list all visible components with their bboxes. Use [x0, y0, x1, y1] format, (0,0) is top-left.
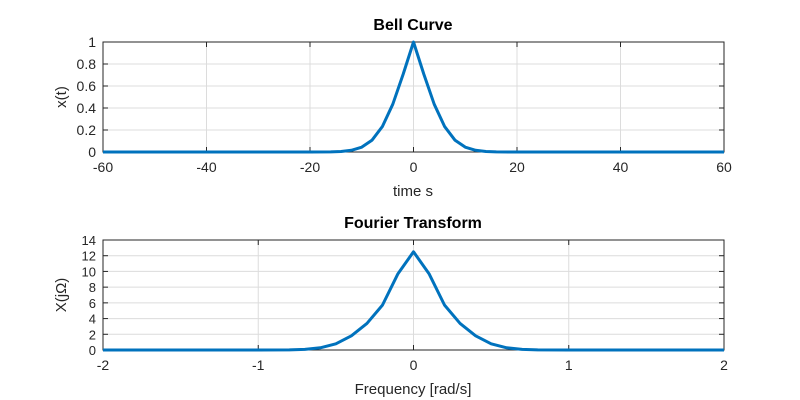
fourier-transform-y-tick-label: 10 — [82, 264, 96, 279]
bell-curve-y-tick-label: 0.6 — [77, 78, 97, 94]
bell-curve-y-tick-label: 0.2 — [77, 122, 97, 138]
bell-curve-x-tick-label: 0 — [410, 159, 418, 175]
bell-curve-x-tick-label: 60 — [716, 159, 732, 175]
bell-curve-grid — [102, 41, 725, 153]
fourier-transform-series-line — [103, 250, 724, 352]
bell-curve-xlabel: time s — [393, 183, 433, 200]
bell-curve-title: Bell Curve — [373, 17, 452, 34]
bell-curve-plot: Bell Curve time s x(t) -60 -40 -20 0 20 40 60 0… — [53, 17, 732, 200]
fourier-transform-xlabel: Frequency [rad/s] — [355, 381, 472, 398]
fourier-transform-y-tick-label: 14 — [82, 233, 96, 248]
fourier-transform-x-tick-label: 1 — [565, 357, 573, 373]
fourier-transform-ylabel: X(jΩ) — [53, 278, 70, 313]
fourier-transform-grid — [102, 239, 725, 351]
fourier-transform-title: Fourier Transform — [344, 215, 482, 232]
fourier-transform-y-tick-label: 4 — [89, 312, 96, 327]
fourier-transform-y-tick-label: 2 — [89, 327, 96, 342]
fourier-transform-y-tick-label: 12 — [82, 249, 96, 264]
bell-curve-x-tick-label: 40 — [613, 159, 629, 175]
fourier-transform-x-tick-label: 0 — [410, 357, 418, 373]
fourier-transform-plot: Fourier Transform Frequency [rad/s] X(jΩ… — [53, 215, 728, 398]
bell-curve-ylabel: x(t) — [53, 86, 70, 108]
bell-curve-y-tick-label: 0 — [88, 144, 96, 160]
fourier-transform-x-tick-label: -2 — [97, 357, 110, 373]
fourier-transform-x-tick-label: 2 — [720, 357, 728, 373]
fourier-transform-x-tick-label: -1 — [252, 357, 265, 373]
bell-curve-y-tick-label: 1 — [88, 34, 96, 50]
fourier-transform-axes-box — [102, 239, 725, 351]
bell-curve-series-line — [103, 40, 724, 154]
bell-curve-x-tick-label: -40 — [196, 159, 216, 175]
bell-curve-x-tick-label: -60 — [93, 159, 113, 175]
fourier-transform-y-tick-label: 8 — [89, 280, 96, 295]
fourier-transform-y-tick-label: 6 — [89, 296, 96, 311]
bell-curve-x-tick-label: 20 — [509, 159, 525, 175]
bell-curve-x-tick-label: -20 — [300, 159, 320, 175]
fourier-transform-y-tick-label: 0 — [89, 343, 96, 358]
bell-curve-y-tick-label: 0.4 — [77, 100, 97, 116]
bell-curve-tick-labels: -60 -40 -20 0 20 40 60 0 0.2 0.4 0.6 0.8 1 — [77, 34, 732, 175]
bell-curve-y-tick-label: 0.8 — [77, 56, 97, 72]
